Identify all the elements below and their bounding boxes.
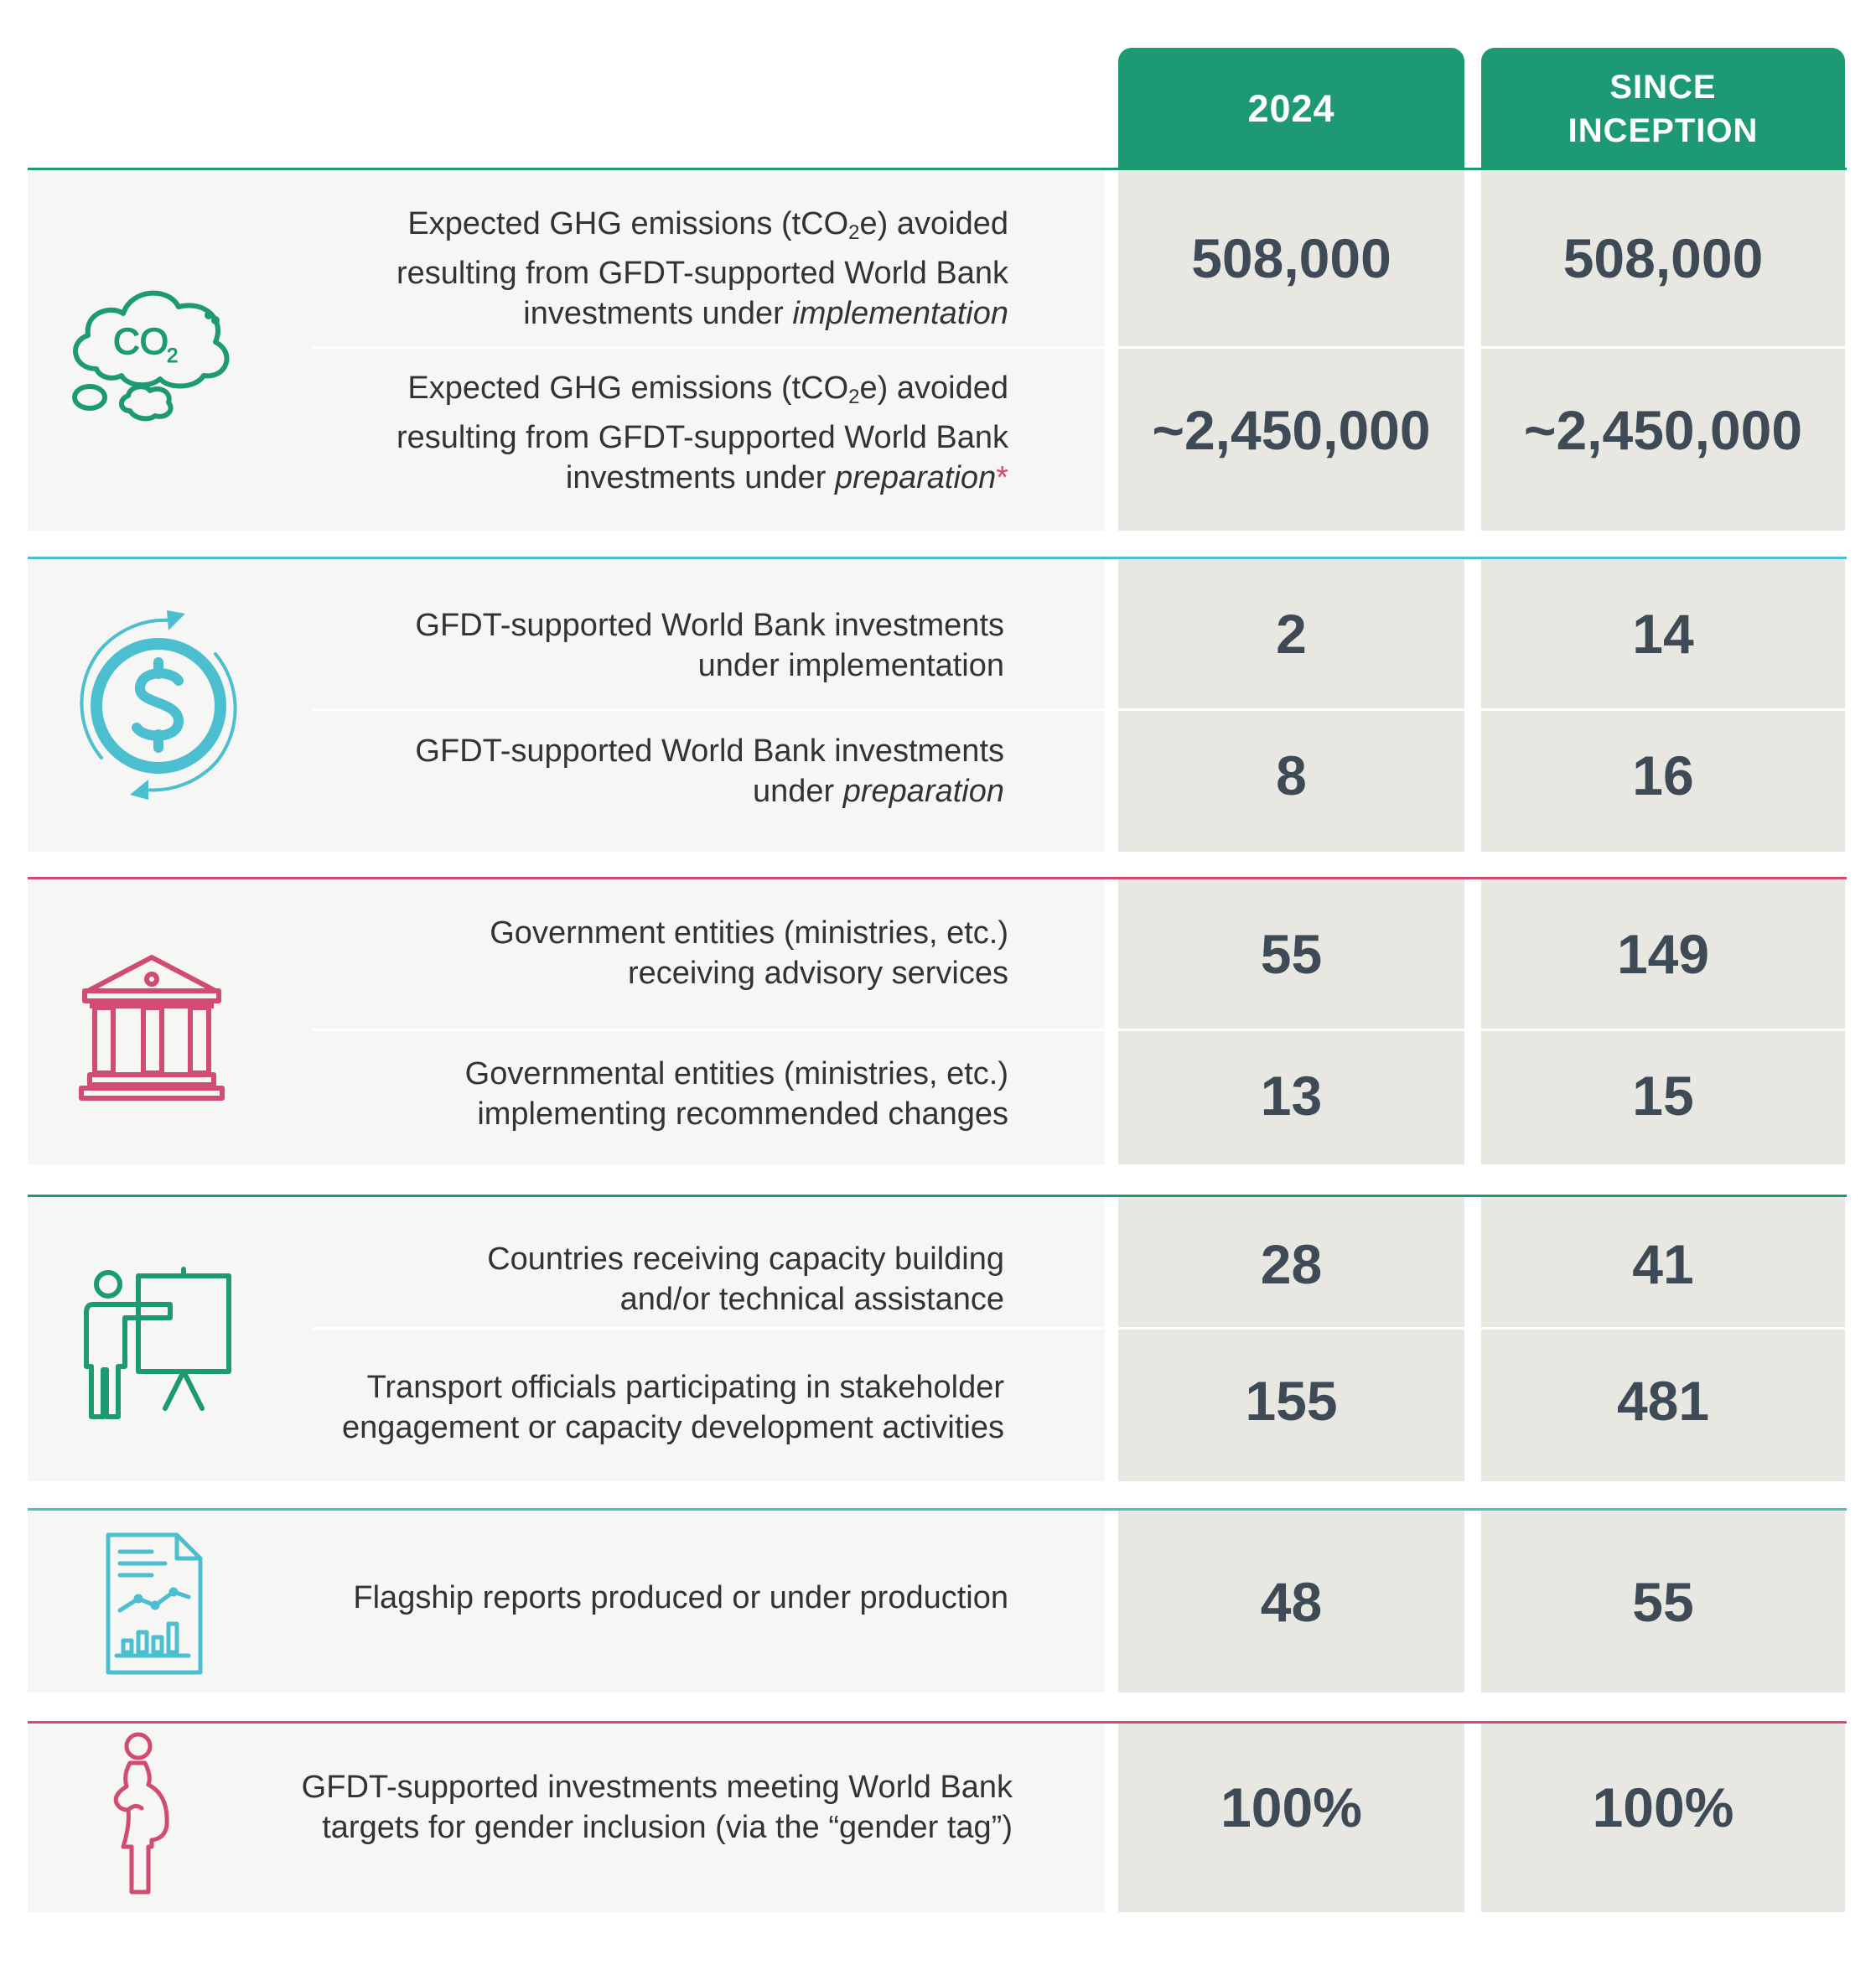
row-label: Countries receiving capacity building an…	[487, 1242, 1004, 1317]
row-government-implementing: Governmental entities (ministries, etc.)…	[28, 1029, 1847, 1164]
column-header-2024: 2024	[1118, 48, 1464, 169]
government-building-icon	[76, 952, 227, 1103]
row-separator	[1118, 1327, 1464, 1330]
row-separator	[313, 1029, 1105, 1031]
value-2024: 13	[1260, 1065, 1323, 1127]
column-header-since-line2: INCEPTION	[1568, 111, 1759, 149]
column-since-background	[1481, 1197, 1845, 1481]
section-label-background	[28, 559, 1105, 852]
row-separator	[1481, 1029, 1845, 1031]
value-2024: 48	[1260, 1570, 1323, 1633]
value-since-inception: 41	[1632, 1233, 1694, 1295]
value-since-inception: 16	[1632, 744, 1694, 806]
section-government-entities: Government entities (ministries, etc.) r…	[28, 877, 1847, 1164]
row-investments-implementation: GFDT-supported World Bank investments un…	[28, 559, 1847, 708]
value-2024: 155	[1245, 1370, 1338, 1432]
value-2024: 28	[1260, 1233, 1323, 1295]
co2-cloud-icon: CO 2	[61, 277, 246, 444]
row-label: Flagship reports produced or under produ…	[353, 1580, 1008, 1615]
row-separator	[1118, 708, 1464, 711]
value-since-inception: 508,000	[1562, 227, 1764, 289]
row-label: Governmental entities (ministries, etc.)…	[464, 1056, 1008, 1132]
value-since-inception: 100%	[1592, 1776, 1734, 1838]
section-label-background	[28, 1724, 1105, 1912]
presenter-board-icon	[78, 1266, 237, 1425]
value-2024: 508,000	[1191, 227, 1391, 289]
dollar-cycle-icon	[61, 609, 254, 801]
row-investments-preparation: GFDT-supported World Bank investments un…	[28, 708, 1847, 852]
row-label: GFDT-supported World Bank investments un…	[415, 734, 1004, 809]
row-transport-officials: Transport officials participating in sta…	[28, 1327, 1847, 1481]
column-2024-background	[1118, 170, 1464, 531]
column-since-background	[1481, 1724, 1845, 1912]
row-separator	[1481, 1327, 1845, 1330]
section-divider	[28, 168, 1847, 170]
row-separator	[313, 708, 1105, 711]
column-2024-background	[1118, 1511, 1464, 1693]
row-separator	[313, 346, 1105, 349]
section-label-background	[28, 170, 1105, 531]
row-ghg-preparation: Expected GHG emissions (tCO2e) avoided r…	[28, 346, 1847, 528]
column-since-background	[1481, 170, 1845, 531]
column-header-since-inception: SINCE INCEPTION	[1481, 48, 1845, 169]
column-since-background	[1481, 1511, 1845, 1693]
section-divider	[28, 1195, 1847, 1197]
row-separator	[1118, 1029, 1464, 1031]
column-header-since-line1: SINCE	[1609, 68, 1717, 106]
row-separator	[1481, 346, 1845, 349]
row-label: Expected GHG emissions (tCO2e) avoided r…	[396, 371, 1008, 495]
column-header-2024-label: 2024	[1247, 86, 1335, 130]
row-flagship-reports: Flagship reports produced or under produ…	[28, 1511, 1847, 1693]
value-since-inception: 481	[1616, 1370, 1710, 1432]
value-2024: 55	[1260, 923, 1323, 985]
value-2024: 8	[1276, 744, 1307, 806]
section-divider	[28, 1508, 1847, 1511]
row-gender-tag: GFDT-supported investments meeting World…	[28, 1724, 1847, 1912]
row-label: GFDT-supported World Bank investments un…	[415, 608, 1004, 683]
section-capacity-building: Countries receiving capacity building an…	[28, 1195, 1847, 1481]
section-investments: GFDT-supported World Bank investments un…	[28, 557, 1847, 852]
row-separator	[1118, 346, 1464, 349]
section-gender-inclusion: GFDT-supported investments meeting World…	[28, 1721, 1847, 1912]
section-flagship-reports: Flagship reports produced or under produ…	[28, 1508, 1847, 1693]
value-since-inception: 14	[1632, 603, 1694, 665]
row-separator	[1481, 708, 1845, 711]
section-label-background	[28, 1511, 1105, 1693]
row-label: Expected GHG emissions (tCO2e) avoided r…	[396, 206, 1008, 331]
value-since-inception: 149	[1616, 923, 1710, 985]
column-2024-background	[1118, 1197, 1464, 1481]
row-label: Government entities (ministries, etc.) r…	[490, 915, 1008, 991]
value-since-inception: 15	[1632, 1065, 1694, 1127]
value-2024: 100%	[1220, 1776, 1362, 1838]
pregnant-woman-icon	[105, 1731, 180, 1899]
value-since-inception: ~2,450,000	[1523, 399, 1803, 461]
value-2024: ~2,450,000	[1152, 399, 1431, 461]
row-label: GFDT-supported investments meeting World…	[301, 1770, 1013, 1845]
report-document-icon	[101, 1530, 210, 1681]
row-countries-capacity: Countries receiving capacity building an…	[28, 1197, 1847, 1327]
svg-text:CO: CO	[113, 321, 168, 362]
svg-text:2: 2	[167, 345, 178, 367]
row-separator	[313, 1327, 1105, 1330]
section-divider	[28, 877, 1847, 879]
value-2024: 2	[1276, 603, 1307, 665]
column-2024-background	[1118, 559, 1464, 852]
row-government-advisory: Government entities (ministries, etc.) r…	[28, 879, 1847, 1029]
row-label: Transport officials participating in sta…	[341, 1370, 1004, 1445]
column-2024-background	[1118, 1724, 1464, 1912]
row-ghg-implementation: Expected GHG emissions (tCO2e) avoided r…	[28, 170, 1847, 346]
section-divider	[28, 557, 1847, 559]
section-ghg-emissions: CO 2 Expected GHG emissions (tCO2e) avoi…	[28, 168, 1847, 531]
value-since-inception: 55	[1632, 1570, 1694, 1633]
section-divider	[28, 1721, 1847, 1724]
column-since-background	[1481, 879, 1845, 1164]
column-since-background	[1481, 559, 1845, 852]
column-2024-background	[1118, 879, 1464, 1164]
section-label-background	[28, 1197, 1105, 1481]
